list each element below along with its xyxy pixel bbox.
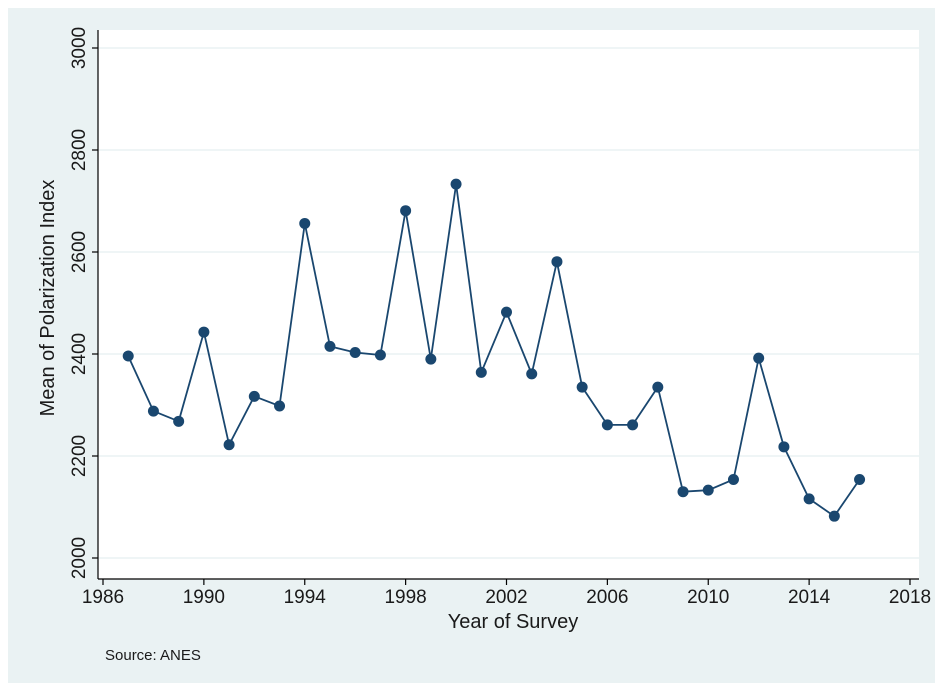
data-point (324, 340, 336, 352)
data-point (753, 352, 765, 364)
data-point (349, 346, 361, 358)
x-tick-label: 1994 (284, 587, 327, 608)
data-point (803, 493, 815, 505)
line-chart: 2000 2200 2400 2600 2800 3000 1986 1990 1994 199… (37, 27, 931, 664)
plot-area (98, 30, 919, 579)
y-tick-label: 2000 (69, 537, 90, 579)
x-tick-label: 2018 (889, 587, 931, 608)
data-point (727, 473, 739, 485)
chart-frame: 2000 2200 2400 2600 2800 3000 1986 1990 1994 199… (8, 8, 935, 683)
y-axis: 2000 2200 2400 2600 2800 3000 (69, 27, 99, 579)
data-point (223, 439, 235, 451)
data-point (677, 486, 689, 498)
y-tick-label: 2800 (69, 129, 90, 171)
data-point (501, 306, 512, 318)
y-tick-label: 2200 (69, 435, 90, 477)
data-point (526, 368, 538, 380)
data-point (274, 400, 286, 412)
data-point (627, 419, 639, 431)
series-line (127, 184, 861, 518)
data-point (374, 349, 386, 361)
data-point (576, 381, 588, 393)
x-tick-label: 1998 (384, 587, 426, 608)
data-point (702, 484, 714, 496)
data-point (601, 419, 613, 431)
series-group (122, 178, 866, 522)
grid-lines (98, 47, 919, 559)
data-point (248, 390, 260, 402)
source-note: Source: ANES (105, 647, 201, 664)
data-point (173, 415, 185, 427)
data-point (475, 366, 487, 378)
x-tick-label: 2006 (586, 587, 628, 608)
data-point (854, 473, 866, 485)
data-point (122, 350, 134, 362)
data-point (400, 205, 412, 217)
data-point (551, 256, 563, 268)
y-axis-title: Mean of Polarization Index (37, 180, 59, 417)
data-point (198, 326, 210, 338)
x-tick-label: 2014 (788, 587, 831, 608)
data-point (828, 510, 840, 522)
x-tick-label: 1990 (183, 587, 225, 608)
data-point (425, 353, 437, 365)
y-tick-label: 2400 (69, 333, 90, 375)
y-tick-label: 2600 (69, 231, 90, 273)
data-point (299, 217, 311, 229)
data-point (450, 178, 462, 190)
x-tick-label: 2002 (485, 587, 527, 608)
x-tick-label: 1986 (82, 587, 124, 608)
y-tick-label: 3000 (69, 27, 90, 69)
x-tick-label: 2010 (687, 587, 729, 608)
data-point (652, 381, 664, 393)
x-axis-title: Year of Survey (448, 611, 578, 633)
data-point (778, 441, 790, 453)
x-axis: 1986 1990 1994 1998 2002 2006 2010 2014 2018 (82, 578, 931, 608)
data-point (147, 405, 159, 417)
